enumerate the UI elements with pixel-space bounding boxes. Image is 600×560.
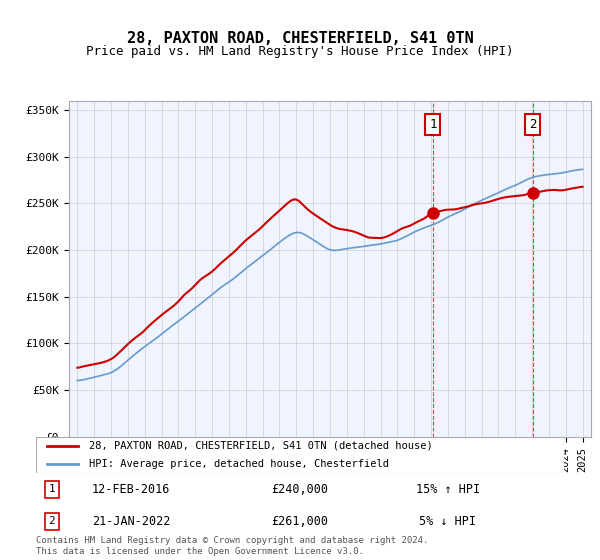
Text: 15% ↑ HPI: 15% ↑ HPI: [416, 483, 480, 496]
Text: £240,000: £240,000: [271, 483, 329, 496]
Text: 1: 1: [429, 118, 437, 131]
Text: Price paid vs. HM Land Registry's House Price Index (HPI): Price paid vs. HM Land Registry's House …: [86, 45, 514, 58]
Text: 5% ↓ HPI: 5% ↓ HPI: [419, 515, 476, 528]
Text: HPI: Average price, detached house, Chesterfield: HPI: Average price, detached house, Ches…: [89, 459, 389, 469]
Text: 28, PAXTON ROAD, CHESTERFIELD, S41 0TN (detached house): 28, PAXTON ROAD, CHESTERFIELD, S41 0TN (…: [89, 441, 433, 451]
Text: 28, PAXTON ROAD, CHESTERFIELD, S41 0TN: 28, PAXTON ROAD, CHESTERFIELD, S41 0TN: [127, 31, 473, 46]
Text: 21-JAN-2022: 21-JAN-2022: [92, 515, 170, 528]
Text: 1: 1: [49, 484, 55, 494]
FancyBboxPatch shape: [36, 437, 564, 473]
Text: 12-FEB-2016: 12-FEB-2016: [92, 483, 170, 496]
Text: £261,000: £261,000: [271, 515, 329, 528]
Text: 2: 2: [529, 118, 536, 131]
Text: 2: 2: [49, 516, 55, 526]
Text: Contains HM Land Registry data © Crown copyright and database right 2024.
This d: Contains HM Land Registry data © Crown c…: [36, 536, 428, 556]
